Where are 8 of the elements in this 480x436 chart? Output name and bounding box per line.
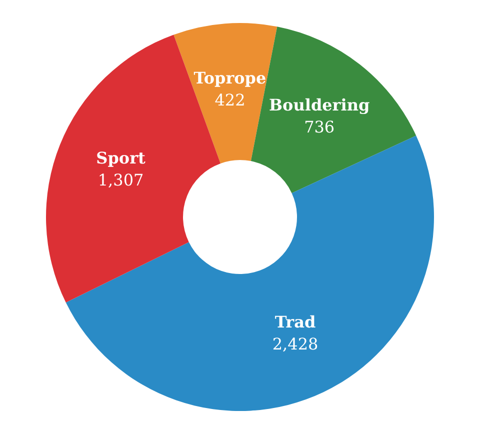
- slice-label: Toprope: [194, 68, 266, 88]
- slice-label: Sport: [96, 148, 146, 168]
- data-label: 736: [304, 117, 335, 136]
- data-label: 422: [214, 90, 246, 110]
- data-label: 2,428: [272, 334, 318, 354]
- slice-label: Bouldering: [269, 95, 370, 114]
- slice-label: Trad: [274, 312, 316, 332]
- data-label: 1,307: [98, 170, 144, 190]
